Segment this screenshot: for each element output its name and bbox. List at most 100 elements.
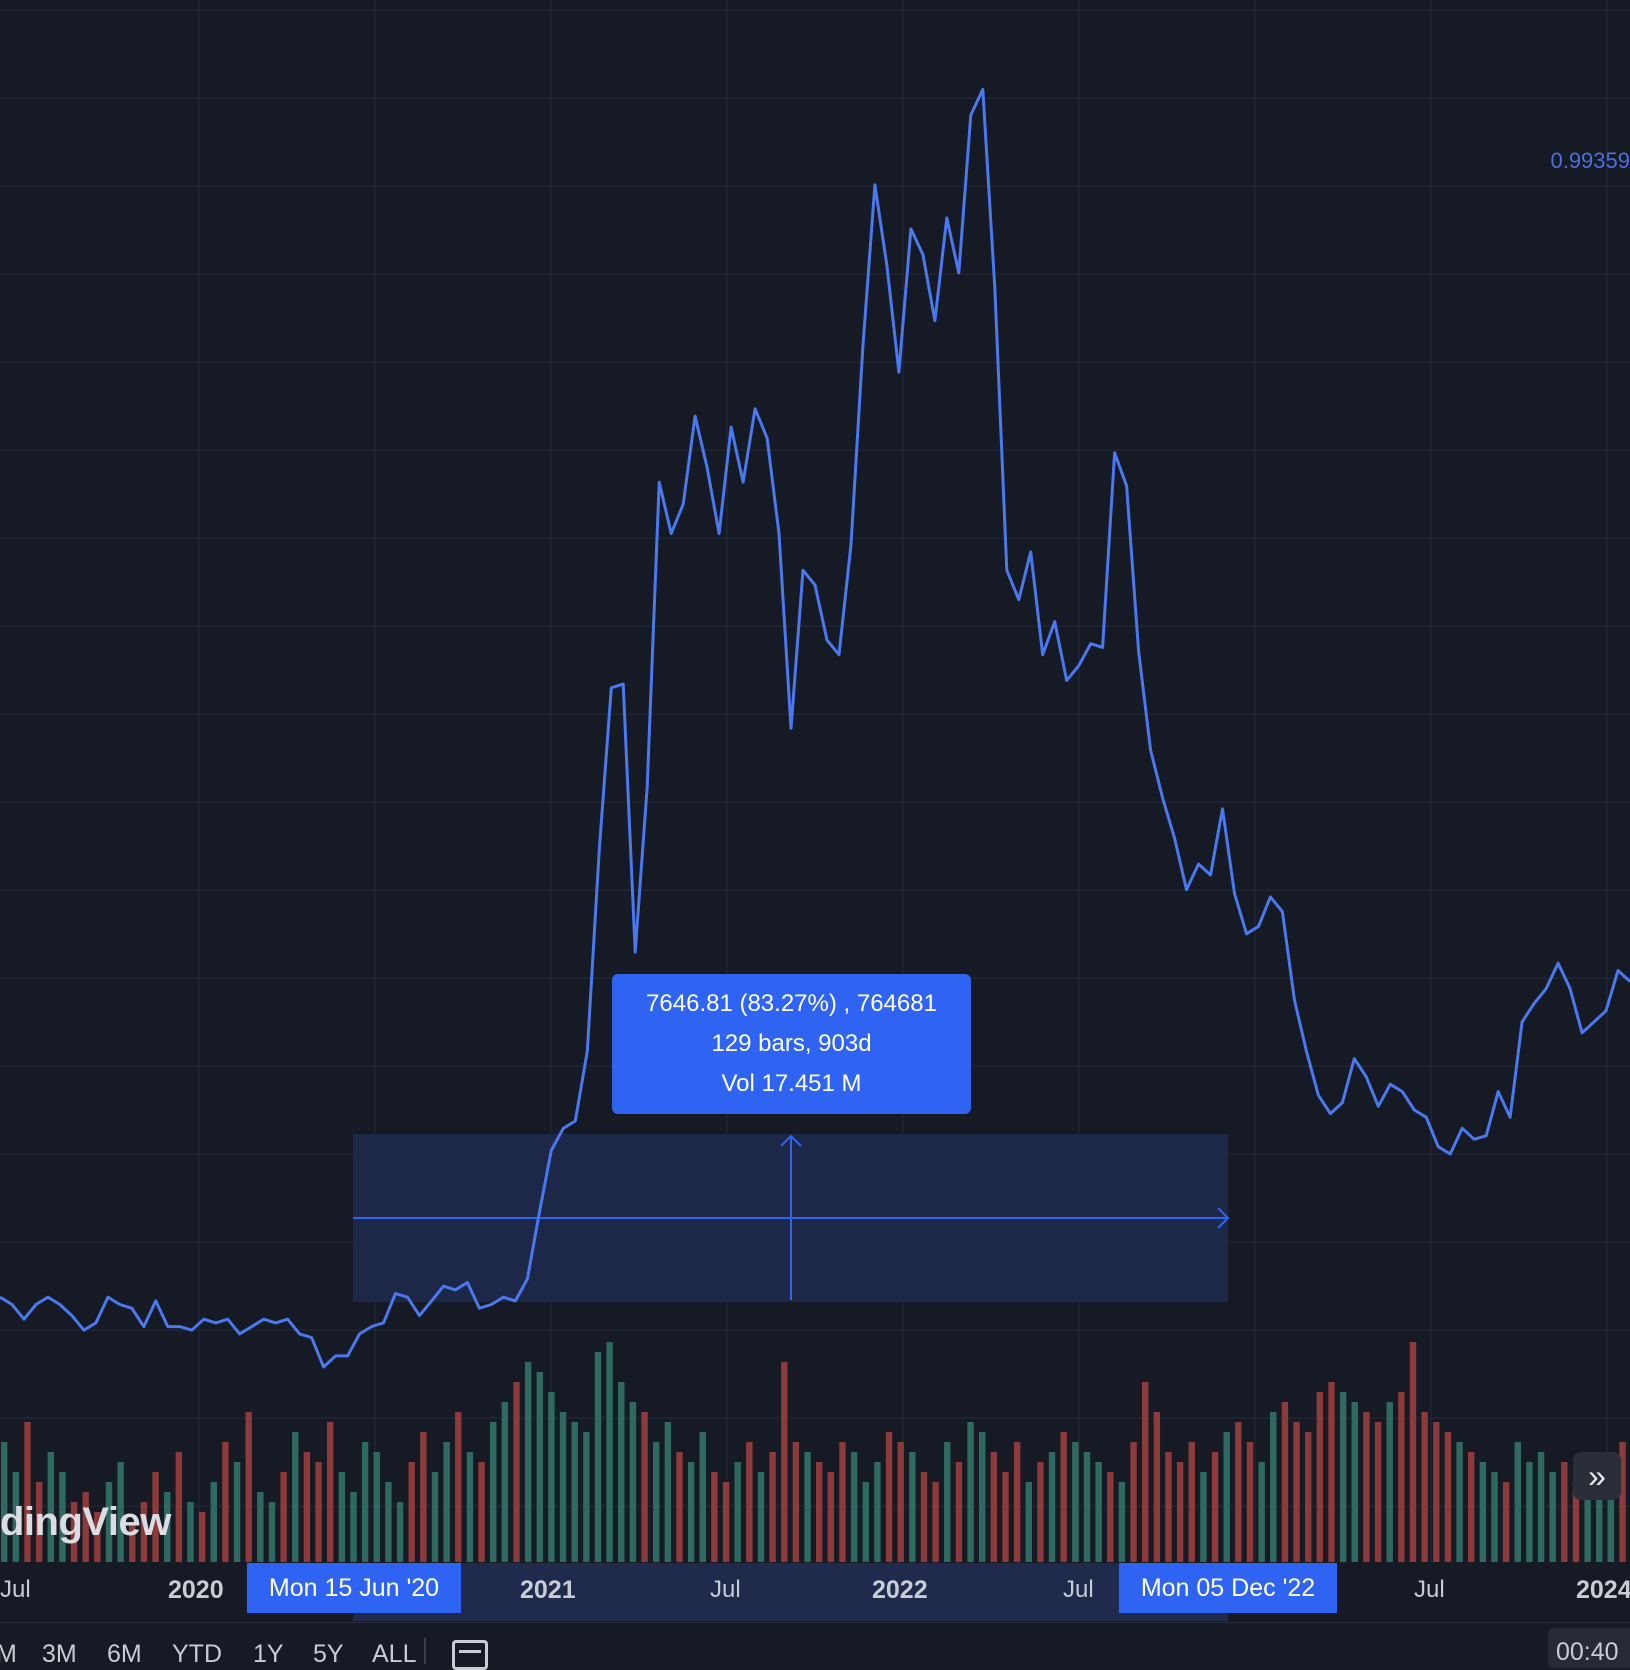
double-chevron-right-icon: » bbox=[1588, 1457, 1606, 1494]
volume-bar-113 bbox=[1316, 1392, 1324, 1562]
volume-bar-108 bbox=[1258, 1462, 1265, 1562]
volume-bar-41 bbox=[478, 1462, 485, 1562]
volume-bar-77 bbox=[897, 1442, 904, 1562]
volume-bar-62 bbox=[722, 1482, 730, 1562]
volume-bar-15 bbox=[175, 1452, 183, 1562]
volume-bar-133 bbox=[1549, 1472, 1556, 1562]
volume-bar-91 bbox=[1060, 1432, 1067, 1562]
axis-label-2021: 2021 bbox=[520, 1576, 576, 1604]
volume-bar-61 bbox=[711, 1472, 718, 1562]
scroll-to-latest-button[interactable]: » bbox=[1573, 1452, 1621, 1500]
volume-bar-0 bbox=[1, 1442, 8, 1562]
volume-bar-95 bbox=[1107, 1472, 1114, 1562]
volume-bar-42 bbox=[490, 1422, 497, 1562]
volume-bar-117 bbox=[1363, 1412, 1370, 1562]
axis-label-2020: 2020 bbox=[168, 1576, 224, 1604]
period-button-all[interactable]: ALL bbox=[372, 1640, 417, 1668]
volume-bar-80 bbox=[932, 1482, 939, 1562]
volume-bar-134 bbox=[1561, 1462, 1568, 1562]
volume-bar-111 bbox=[1293, 1422, 1300, 1562]
bottom-toolbar bbox=[0, 1622, 1630, 1665]
measure-tooltip: 7646.81 (83.27%) , 764681 129 bars, 903d… bbox=[612, 974, 971, 1114]
volume-bar-11 bbox=[129, 1522, 136, 1562]
volume-bar-89 bbox=[1037, 1462, 1044, 1562]
volume-bar-68 bbox=[792, 1442, 800, 1562]
volume-bar-75 bbox=[874, 1462, 881, 1562]
axis-range-highlight bbox=[353, 1563, 1228, 1621]
volume-bar-112 bbox=[1305, 1432, 1312, 1562]
period-button-1y[interactable]: 1Y bbox=[253, 1640, 284, 1668]
volume-bar-131 bbox=[1526, 1462, 1533, 1562]
volume-bar-33 bbox=[385, 1482, 392, 1562]
axis-label-jul-2019: Jul bbox=[0, 1576, 31, 1603]
volume-bar-128 bbox=[1491, 1472, 1498, 1562]
volume-bar-27 bbox=[315, 1462, 322, 1562]
volume-bar-47 bbox=[548, 1392, 555, 1562]
axis-label-jul-2023: Jul bbox=[1414, 1576, 1445, 1603]
volume-bar-13 bbox=[152, 1472, 159, 1562]
period-button-6m[interactable]: 6M bbox=[107, 1640, 142, 1668]
calendar-icon[interactable] bbox=[452, 1640, 488, 1670]
volume-bar-14 bbox=[164, 1492, 171, 1562]
volume-bar-85 bbox=[990, 1452, 998, 1562]
volume-bar-93 bbox=[1083, 1452, 1091, 1562]
volume-bar-119 bbox=[1386, 1402, 1393, 1562]
volume-bar-37 bbox=[431, 1472, 439, 1562]
volume-bar-99 bbox=[1153, 1412, 1161, 1562]
measure-change: 7646.81 (83.27%) , 764681 bbox=[646, 990, 937, 1017]
volume-bar-24 bbox=[280, 1472, 287, 1562]
volume-bar-136 bbox=[1584, 1472, 1591, 1562]
volume-bar-109 bbox=[1270, 1412, 1277, 1562]
volume-bar-103 bbox=[1200, 1472, 1207, 1562]
volume-bar-31 bbox=[361, 1442, 369, 1562]
axis-label-2024: 2024 bbox=[1576, 1576, 1630, 1604]
volume-bar-8 bbox=[94, 1512, 101, 1562]
axis-label-jul-2021: Jul bbox=[710, 1576, 741, 1603]
volume-bar-55 bbox=[641, 1412, 648, 1562]
volume-bar-7 bbox=[82, 1492, 89, 1562]
volume-bar-59 bbox=[687, 1462, 695, 1562]
volume-bar-56 bbox=[653, 1442, 660, 1562]
period-button-5y[interactable]: 5Y bbox=[313, 1640, 344, 1668]
time-display[interactable]: 00:40 bbox=[1548, 1628, 1630, 1668]
volume-bar-6 bbox=[70, 1502, 78, 1562]
range-end-date: Mon 05 Dec '22 bbox=[1119, 1563, 1337, 1613]
period-button-ytd[interactable]: YTD bbox=[172, 1640, 222, 1668]
volume-bar-36 bbox=[420, 1432, 427, 1562]
volume-bar-69 bbox=[804, 1452, 811, 1562]
volume-bar-129 bbox=[1502, 1482, 1510, 1562]
volume-bar-58 bbox=[676, 1452, 683, 1562]
volume-bar-66 bbox=[769, 1452, 776, 1562]
volume-bar-16 bbox=[187, 1502, 194, 1562]
volume-bar-71 bbox=[827, 1472, 835, 1562]
volume-bar-107 bbox=[1246, 1442, 1254, 1562]
period-button-3m[interactable]: 3M bbox=[42, 1640, 77, 1668]
volume-bar-18 bbox=[210, 1482, 217, 1562]
axis-label-2022: 2022 bbox=[872, 1576, 928, 1604]
volume-bar-127 bbox=[1479, 1462, 1487, 1562]
volume-bar-26 bbox=[303, 1452, 311, 1562]
volume-bar-40 bbox=[466, 1452, 474, 1562]
volume-bar-1 bbox=[12, 1472, 20, 1562]
volume-bar-48 bbox=[559, 1412, 567, 1562]
volume-bar-88 bbox=[1025, 1482, 1032, 1562]
volume-bar-124 bbox=[1444, 1432, 1452, 1562]
volume-bar-46 bbox=[536, 1372, 543, 1562]
volume-bar-5 bbox=[59, 1472, 66, 1562]
volume-bar-10 bbox=[117, 1462, 124, 1562]
period-button-m[interactable]: M bbox=[0, 1640, 17, 1668]
volume-bar-17 bbox=[198, 1512, 206, 1562]
volume-bar-116 bbox=[1351, 1402, 1358, 1562]
volume-bar-3 bbox=[35, 1482, 43, 1562]
volume-bar-34 bbox=[396, 1502, 404, 1562]
volume-bar-84 bbox=[979, 1432, 986, 1562]
volume-bar-38 bbox=[443, 1442, 450, 1562]
price-chart[interactable] bbox=[0, 0, 1630, 1562]
volume-bar-30 bbox=[350, 1492, 357, 1562]
volume-bar-130 bbox=[1514, 1442, 1521, 1562]
volume-bar-28 bbox=[327, 1422, 334, 1562]
volume-bar-35 bbox=[408, 1462, 415, 1562]
volume-bar-54 bbox=[629, 1402, 637, 1562]
volume-bar-81 bbox=[944, 1442, 951, 1562]
